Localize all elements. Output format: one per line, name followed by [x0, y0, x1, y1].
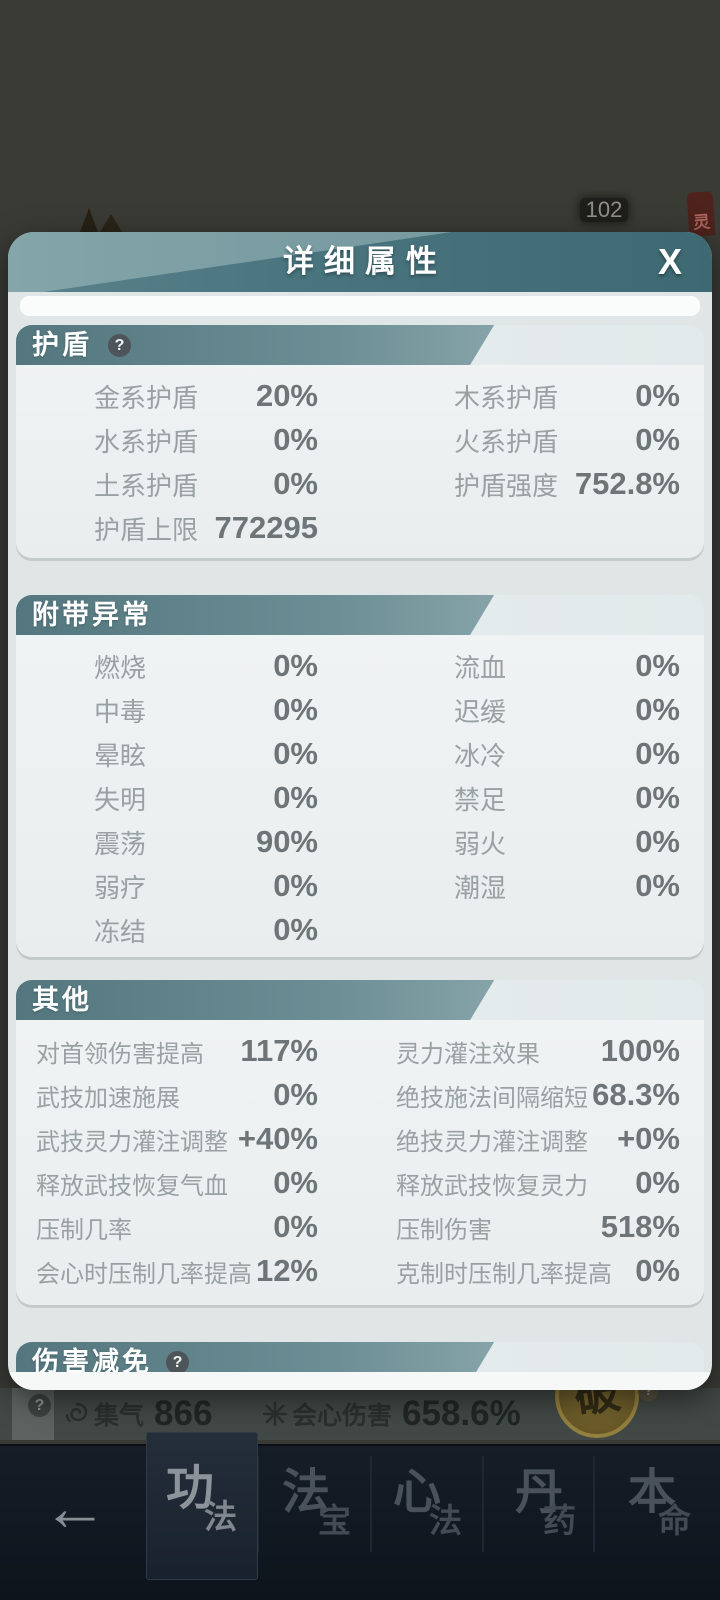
nav-divider — [257, 1456, 259, 1552]
section-bar: 其他 — [16, 980, 704, 1020]
section-abnormal: 附带异常 燃烧 0% 流血 0% 中毒 0% 迟缓 0% 晕眩 0% 冰冷 0% 失明 0% … — [16, 595, 704, 957]
section-bar: 护盾 ? — [16, 325, 704, 365]
nav-divider — [593, 1456, 595, 1552]
section-shield: 护盾 ? 金系护盾 20% 木系护盾 0% 水系护盾 0% 火系护盾 0% 土系护盾 0%… — [16, 325, 704, 558]
stat-row — [390, 908, 680, 952]
crit-star-icon — [262, 1401, 288, 1427]
stat-row: 土系护盾 0% — [94, 466, 318, 501]
stat-row: 中毒 0% — [94, 692, 318, 727]
stat-row: 绝技施法间隔缩短 68.3% — [396, 1077, 680, 1112]
stat-row: 武技加速施展 0% — [36, 1077, 318, 1112]
shield-help-icon[interactable]: ? — [108, 334, 131, 357]
modal-bottom-edge — [8, 1372, 712, 1390]
nav-divider — [482, 1456, 484, 1552]
stat-row: 冰冷 0% — [454, 736, 680, 771]
qi-swirl-icon — [65, 1402, 88, 1423]
stat-row: 绝技灵力灌注调整 +0% — [396, 1121, 680, 1156]
stat-row: 水系护盾 0% — [94, 422, 318, 457]
tree-silhouette-icon — [80, 208, 98, 232]
tab-benming[interactable]: 本 命 — [628, 1466, 691, 1539]
stat-row: 压制伤害 518% — [396, 1209, 680, 1244]
stat-row: 震荡 90% — [94, 824, 318, 859]
section-bar-accent — [16, 325, 495, 365]
crit-damage-stat: 会心伤害 658.6% — [262, 1394, 521, 1434]
qi-stat: 集气 866 — [64, 1394, 212, 1434]
tab-danyao[interactable]: 丹 药 — [515, 1466, 576, 1539]
stat-row: 释放武技恢复灵力 0% — [396, 1165, 680, 1200]
stat-row: 冻结 0% — [94, 912, 318, 947]
nav-divider — [370, 1456, 372, 1552]
close-icon[interactable]: X — [657, 241, 682, 282]
stat-row: 燃烧 0% — [94, 648, 318, 683]
section-title: 护盾 — [32, 330, 92, 360]
section-bar: 附带异常 — [16, 595, 704, 635]
modal-header — [8, 232, 712, 292]
tree-silhouette-icon — [100, 214, 122, 232]
stat-row: 护盾强度 752.8% — [454, 466, 680, 501]
qi-value: 866 — [154, 1394, 213, 1433]
damage-reduction-help-icon[interactable]: ? — [166, 1351, 189, 1374]
crit-damage-value: 658.6% — [402, 1394, 521, 1433]
stat-row: 禁足 0% — [454, 780, 680, 815]
background-scene: 102 灵 — [0, 0, 720, 240]
stat-row: 木系护盾 0% — [454, 378, 680, 413]
stat-row: 潮湿 0% — [454, 868, 680, 903]
section-title: 其他 — [32, 985, 92, 1015]
stats-help-icon[interactable]: ? — [28, 1394, 51, 1417]
stat-row — [390, 506, 680, 550]
section-title: 附带异常 — [32, 600, 152, 630]
section-bar-accent — [16, 595, 495, 635]
stat-row: 弱疗 0% — [94, 868, 318, 903]
spirit-banner-icon: 灵 — [686, 191, 716, 237]
section-bar-accent — [16, 980, 495, 1020]
stat-row: 金系护盾 20% — [94, 378, 318, 413]
stat-row: 释放武技恢复气血 0% — [36, 1165, 318, 1200]
stat-row: 武技灵力灌注调整 +40% — [36, 1121, 318, 1156]
tab-fabao[interactable]: 法 宝 — [282, 1466, 351, 1539]
stat-row: 失明 0% — [94, 780, 318, 815]
tab-gongfa[interactable]: 功 法 — [166, 1462, 237, 1535]
stat-row: 迟缓 0% — [454, 692, 680, 727]
stat-row: 克制时压制几率提高 0% — [396, 1253, 680, 1288]
section-other: 其他 对首领伤害提高 117% 灵力灌注效果 100% 武技加速施展 0% 绝技施法间… — [16, 980, 704, 1305]
level-badge: 102 — [580, 198, 628, 222]
qi-label: 集气 — [94, 1402, 145, 1430]
crit-damage-label: 会心伤害 — [292, 1402, 393, 1430]
stat-row: 晕眩 0% — [94, 736, 318, 771]
stat-row: 会心时压制几率提高 12% — [36, 1253, 318, 1288]
bottom-nav-bar — [0, 1444, 720, 1600]
tab-xinfa[interactable]: 心 法 — [393, 1466, 462, 1539]
back-button[interactable]: ← — [42, 1470, 108, 1544]
stat-row: 灵力灌注效果 100% — [396, 1033, 680, 1068]
stat-row: 护盾上限 772295 — [94, 510, 318, 545]
scroll-top-strip — [20, 296, 700, 316]
stat-row: 流血 0% — [454, 648, 680, 683]
active-tab-panel — [146, 1432, 258, 1580]
stat-row: 火系护盾 0% — [454, 422, 680, 457]
stat-row: 弱火 0% — [454, 824, 680, 859]
detailed-attributes-modal: 详细属性 X 护盾 ? 金系护盾 20% 木系护盾 0% 水系护盾 0% 火系护盾 0%… — [8, 232, 712, 1390]
stat-row: 对首领伤害提高 117% — [36, 1033, 318, 1068]
stat-row: 压制几率 0% — [36, 1209, 318, 1244]
modal-title: 详细属性 — [283, 244, 447, 279]
